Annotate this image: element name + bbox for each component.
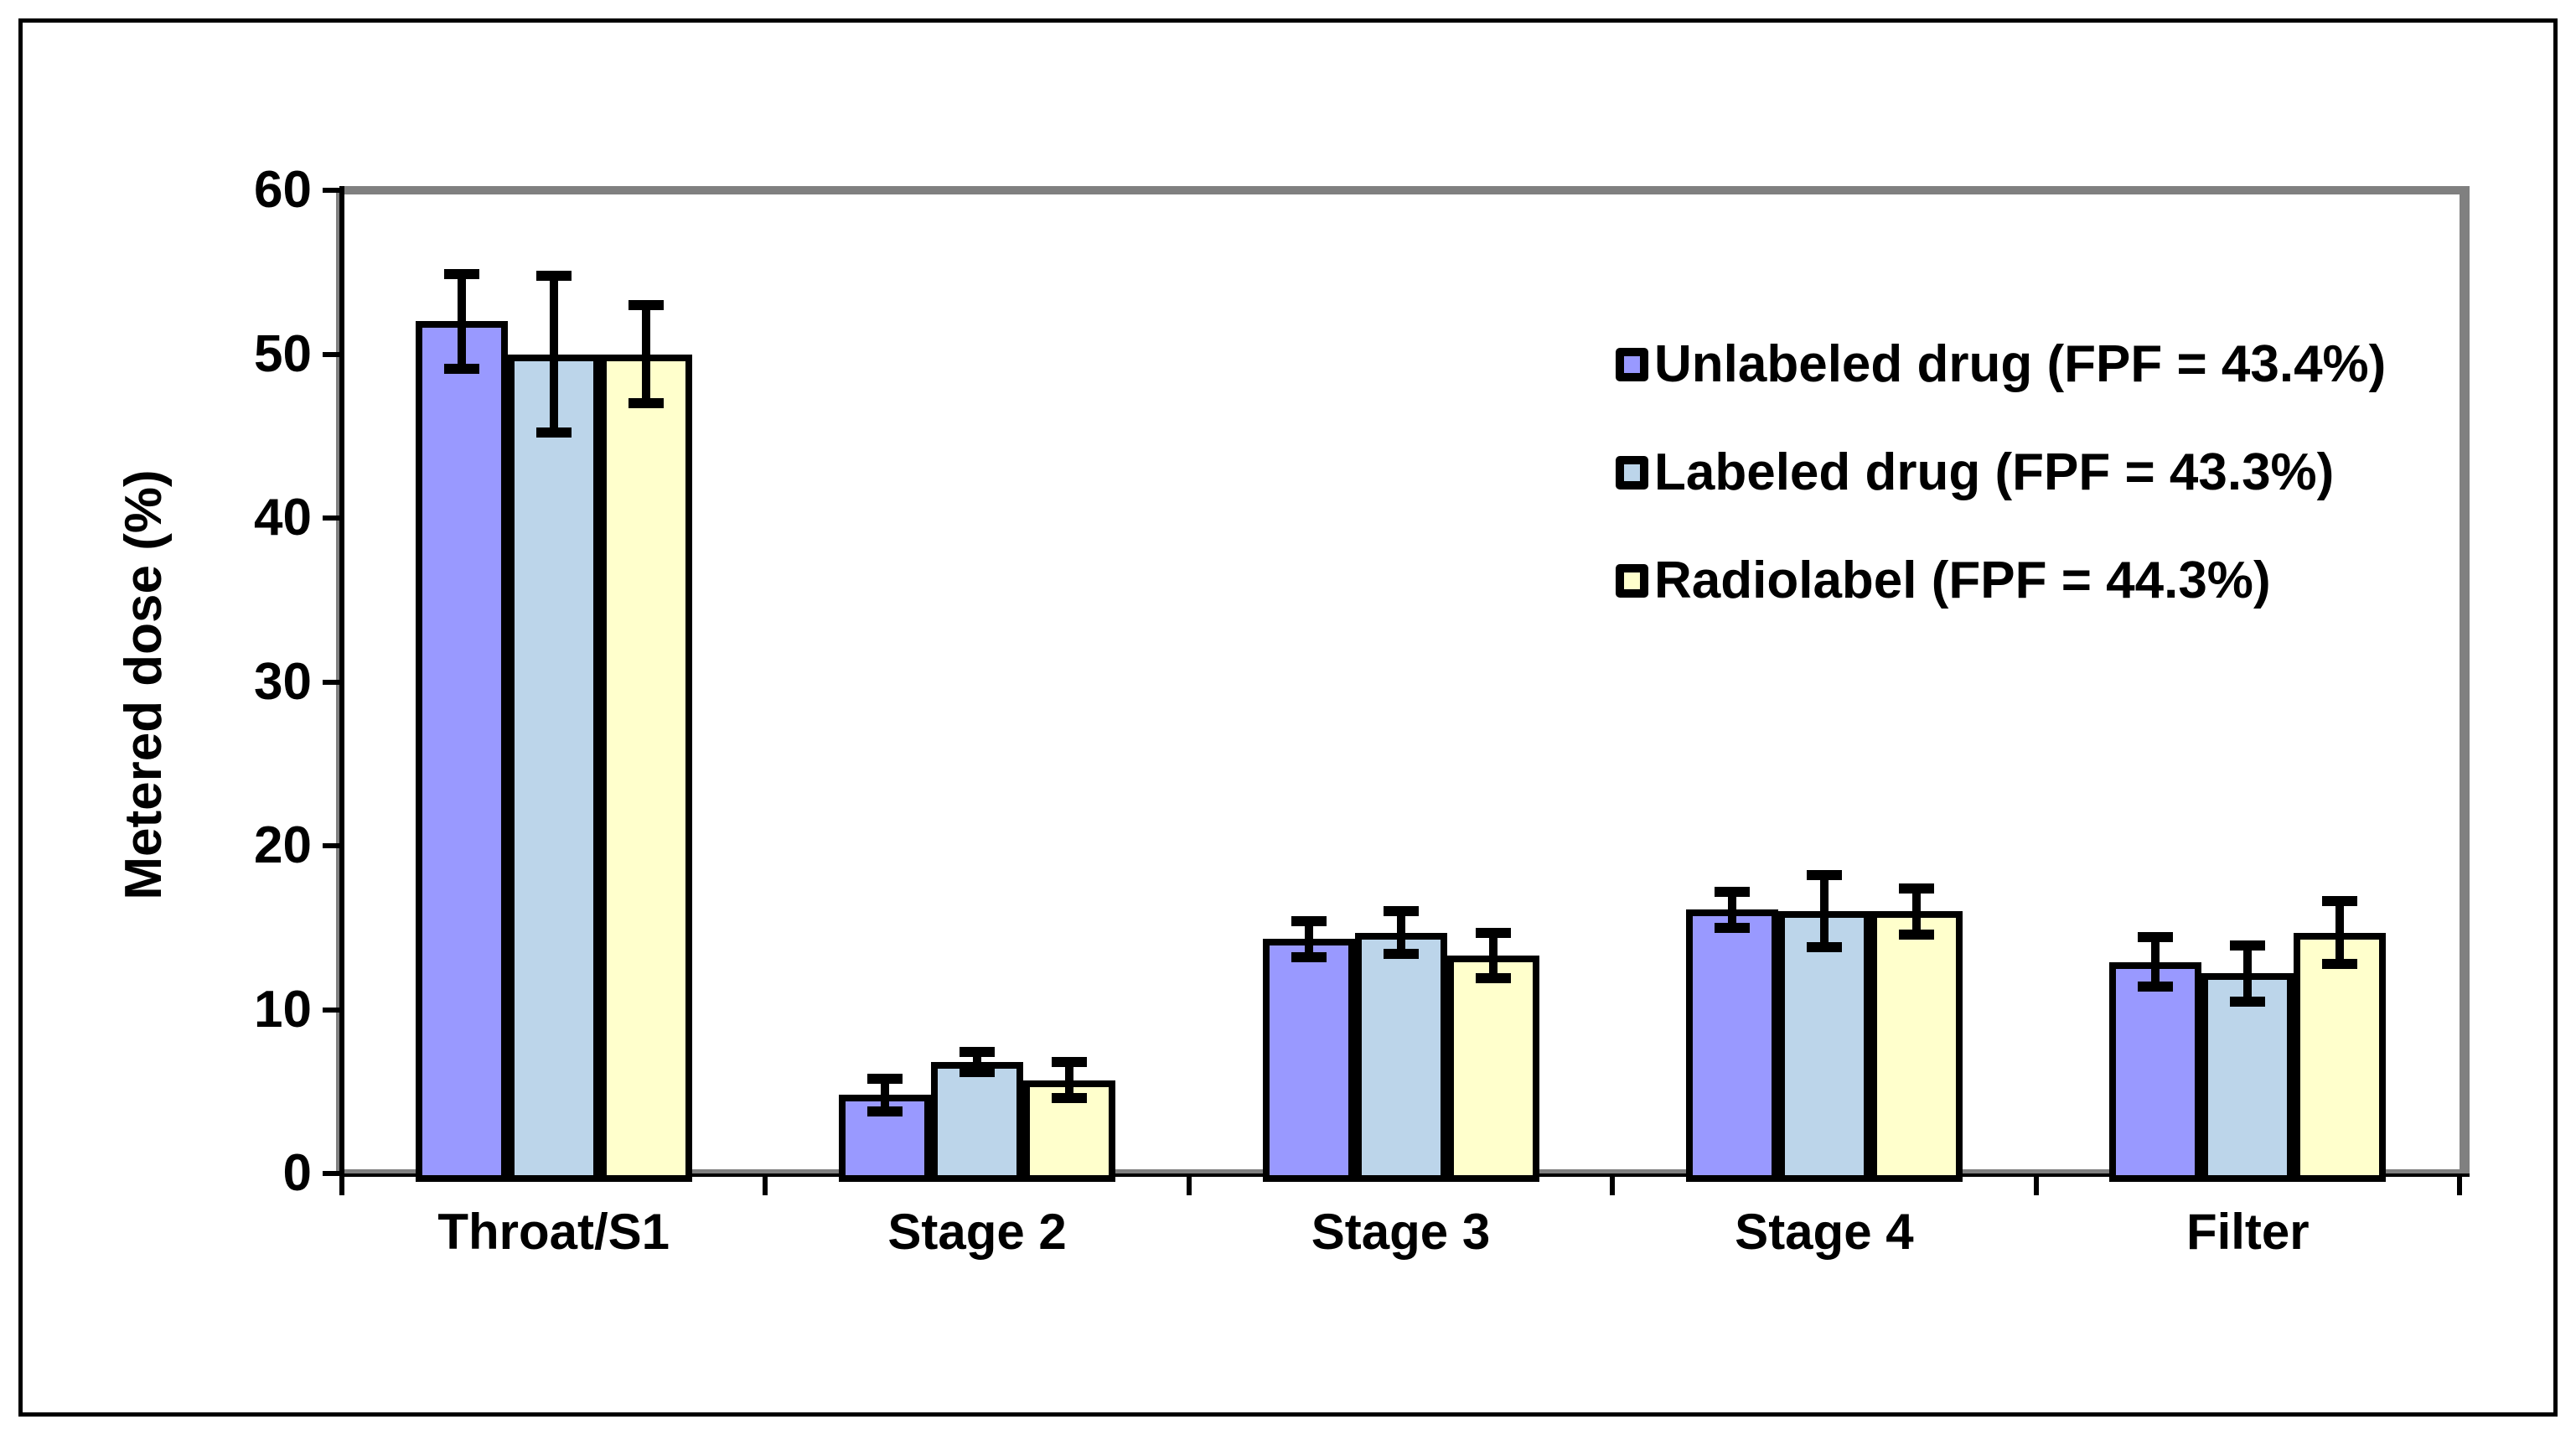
bar-stage-3-radiolabel	[1446, 955, 1539, 1182]
error-bar-stage-2-unlabeled-drug	[881, 1078, 890, 1111]
error-bar-filter-labeled-drug-bottom-cap	[2230, 996, 2266, 1007]
bar-stage-2-labeled-drug	[931, 1062, 1024, 1182]
x-category-label-stage-3: Stage 3	[1311, 1204, 1491, 1260]
y-tick-label-60: 60	[254, 161, 312, 219]
error-bar-filter-radiolabel	[2335, 901, 2345, 964]
legend-swatch-labeled-drug	[1616, 456, 1648, 490]
y-tick-40	[323, 515, 342, 521]
y-tick-30	[323, 679, 342, 685]
error-bar-stage-4-radiolabel	[1911, 888, 1921, 935]
error-bar-filter-labeled-drug	[2243, 945, 2253, 1002]
legend-item-radiolabel: Radiolabel (FPF = 44.3%)	[1616, 547, 2271, 614]
bar-filter-unlabeled-drug	[2109, 961, 2202, 1182]
x-tick-1	[763, 1173, 768, 1195]
error-bar-stage-4-unlabeled-drug	[1727, 891, 1736, 928]
y-tick-label-20: 20	[254, 816, 312, 874]
y-tick-label-40: 40	[254, 489, 312, 547]
error-bar-stage-3-unlabeled-drug-bottom-cap	[1291, 951, 1327, 962]
error-bar-throat-s1-unlabeled-drug	[457, 273, 466, 370]
error-bar-stage-2-unlabeled-drug-top-cap	[867, 1073, 903, 1084]
error-bar-stage-2-labeled-drug-top-cap	[960, 1047, 996, 1058]
x-tick-3	[1610, 1173, 1616, 1195]
bar-filter-radiolabel	[2294, 932, 2387, 1182]
error-bar-stage-3-unlabeled-drug-top-cap	[1291, 915, 1327, 926]
legend-swatch-radiolabel	[1616, 564, 1648, 598]
error-bar-stage-4-unlabeled-drug-bottom-cap	[1714, 922, 1750, 933]
y-axis-title: Metered dose (%)	[115, 469, 173, 900]
error-bar-stage-4-unlabeled-drug-top-cap	[1714, 886, 1750, 897]
x-tick-4	[2033, 1173, 2039, 1195]
legend-label-unlabeled-drug: Unlabeled drug (FPF = 43.4%)	[1654, 335, 2387, 393]
y-tick-50	[323, 351, 342, 357]
y-tick-20	[323, 843, 342, 848]
error-bar-filter-unlabeled-drug	[2151, 937, 2160, 987]
error-bar-stage-3-radiolabel	[1488, 932, 1497, 979]
legend-item-unlabeled-drug: Unlabeled drug (FPF = 43.4%)	[1616, 331, 2386, 398]
bar-stage-3-labeled-drug	[1354, 932, 1447, 1182]
bar-stage-3-unlabeled-drug	[1262, 939, 1355, 1182]
y-tick-label-0: 0	[282, 1144, 312, 1202]
error-bar-stage-2-labeled-drug	[973, 1052, 982, 1072]
error-bar-stage-3-labeled-drug-bottom-cap	[1383, 949, 1419, 960]
bar-stage-4-radiolabel	[1870, 911, 1963, 1182]
error-bar-stage-4-radiolabel-top-cap	[1898, 883, 1934, 894]
error-bar-throat-s1-labeled-drug-bottom-cap	[535, 427, 572, 438]
error-bar-filter-unlabeled-drug-bottom-cap	[2138, 982, 2174, 992]
y-tick-10	[323, 1007, 342, 1013]
legend-swatch-unlabeled-drug	[1616, 348, 1648, 381]
x-category-label-stage-2: Stage 2	[887, 1204, 1067, 1260]
bar-throat-s1-radiolabel	[599, 354, 692, 1182]
error-bar-stage-4-labeled-drug	[1819, 875, 1829, 948]
legend-label-labeled-drug: Labeled drug (FPF = 43.3%)	[1654, 443, 2335, 501]
error-bar-stage-2-radiolabel-bottom-cap	[1052, 1093, 1088, 1104]
error-bar-filter-radiolabel-top-cap	[2322, 896, 2358, 907]
plot-frame-right	[2460, 186, 2470, 1177]
error-bar-throat-s1-radiolabel-bottom-cap	[628, 398, 664, 409]
error-bar-stage-2-unlabeled-drug-bottom-cap	[867, 1106, 903, 1116]
error-bar-filter-radiolabel-bottom-cap	[2322, 958, 2358, 969]
x-tick-0	[339, 1173, 344, 1195]
y-tick-label-50: 50	[254, 324, 312, 383]
error-bar-stage-3-labeled-drug-top-cap	[1383, 906, 1419, 917]
error-bar-stage-4-labeled-drug-top-cap	[1806, 870, 1842, 881]
error-bar-stage-2-labeled-drug-bottom-cap	[960, 1066, 996, 1077]
x-tick-2	[1186, 1173, 1192, 1195]
error-bar-throat-s1-unlabeled-drug-top-cap	[443, 268, 479, 279]
error-bar-throat-s1-labeled-drug-top-cap	[535, 270, 572, 281]
error-bar-filter-unlabeled-drug-top-cap	[2138, 932, 2174, 943]
y-tick-60	[323, 188, 342, 193]
y-axis-line	[339, 186, 344, 1177]
x-category-label-throat-s1: Throat/S1	[437, 1204, 670, 1260]
error-bar-stage-2-radiolabel-top-cap	[1052, 1057, 1088, 1068]
bar-throat-s1-labeled-drug	[507, 354, 600, 1182]
error-bar-stage-3-radiolabel-top-cap	[1475, 927, 1511, 938]
error-bar-stage-4-radiolabel-bottom-cap	[1898, 929, 1934, 940]
error-bar-stage-4-labeled-drug-bottom-cap	[1806, 942, 1842, 953]
error-bar-throat-s1-radiolabel	[641, 304, 650, 404]
bar-stage-4-unlabeled-drug	[1685, 909, 1778, 1182]
x-category-label-stage-4: Stage 4	[1735, 1204, 1914, 1260]
error-bar-stage-3-radiolabel-bottom-cap	[1475, 973, 1511, 984]
error-bar-stage-2-radiolabel	[1065, 1062, 1074, 1099]
x-tick-5	[2457, 1173, 2462, 1195]
bar-throat-s1-unlabeled-drug	[415, 321, 508, 1182]
error-bar-filter-labeled-drug-top-cap	[2230, 940, 2266, 951]
error-bar-stage-3-labeled-drug	[1396, 911, 1405, 955]
y-tick-0	[323, 1171, 342, 1176]
plot-frame-top	[339, 186, 2470, 194]
y-tick-label-10: 10	[254, 980, 312, 1039]
error-bar-throat-s1-radiolabel-top-cap	[628, 299, 664, 310]
x-category-label-filter: Filter	[2185, 1204, 2310, 1260]
error-bar-stage-3-unlabeled-drug	[1304, 920, 1313, 957]
legend-label-radiolabel: Radiolabel (FPF = 44.3%)	[1654, 552, 2271, 609]
figure-border	[18, 18, 2558, 1417]
legend-item-labeled-drug: Labeled drug (FPF = 43.3%)	[1616, 439, 2334, 506]
y-tick-label-30: 30	[254, 652, 312, 711]
error-bar-throat-s1-unlabeled-drug-bottom-cap	[443, 364, 479, 375]
error-bar-throat-s1-labeled-drug	[549, 275, 558, 433]
